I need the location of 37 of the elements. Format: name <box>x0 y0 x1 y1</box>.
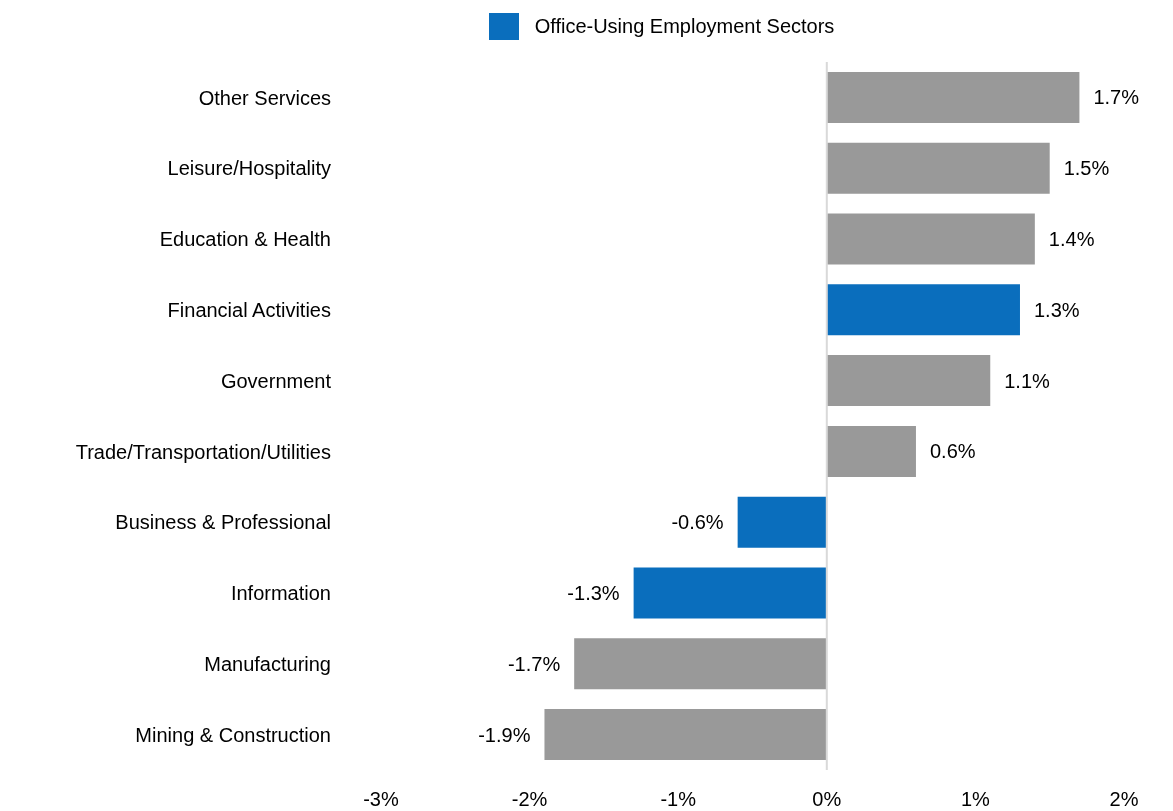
bar <box>574 638 827 690</box>
x-tick-label: 1% <box>960 788 991 811</box>
bar <box>826 355 991 407</box>
y-tick-label: Mining & Construction <box>135 723 331 746</box>
x-tick-label: 0% <box>812 788 842 811</box>
bar <box>544 709 827 761</box>
bar <box>826 425 916 477</box>
data-label: -0.6% <box>671 511 724 534</box>
legend-label: Office-Using Employment Sectors <box>534 14 835 38</box>
data-label: 1.1% <box>1004 369 1051 392</box>
y-tick-label: Education & Health <box>159 228 331 251</box>
bar <box>826 71 1080 123</box>
y-tick-label: Financial Activities <box>167 298 331 321</box>
y-tick-label: Information <box>230 582 331 605</box>
y-tick-label: Leisure/Hospitality <box>167 157 331 180</box>
data-label: 1.4% <box>1048 228 1095 251</box>
y-tick-label: Government <box>220 369 332 392</box>
data-label: 1.5% <box>1063 157 1110 180</box>
bar <box>737 496 827 548</box>
y-tick-label: Business & Professional <box>115 511 331 534</box>
x-tick-label: -2% <box>511 788 548 811</box>
bar <box>633 567 827 619</box>
data-label: -1.3% <box>567 582 620 605</box>
x-tick-label: -3% <box>363 788 399 811</box>
bar <box>826 142 1050 194</box>
bar <box>826 213 1035 265</box>
x-tick-label: 2% <box>1109 788 1139 811</box>
y-tick-label: Trade/Transportation/Utilities <box>75 440 331 463</box>
y-tick-label: Manufacturing <box>204 652 331 675</box>
x-tick-label: -1% <box>660 788 697 811</box>
data-label: 1.3% <box>1033 298 1080 321</box>
y-tick-label: Other Services <box>198 86 331 109</box>
data-label: 1.7% <box>1093 86 1140 109</box>
data-label: -1.9% <box>478 723 531 746</box>
data-label: 0.6% <box>929 440 976 463</box>
data-label: -1.7% <box>507 652 561 675</box>
bar <box>826 284 1020 336</box>
